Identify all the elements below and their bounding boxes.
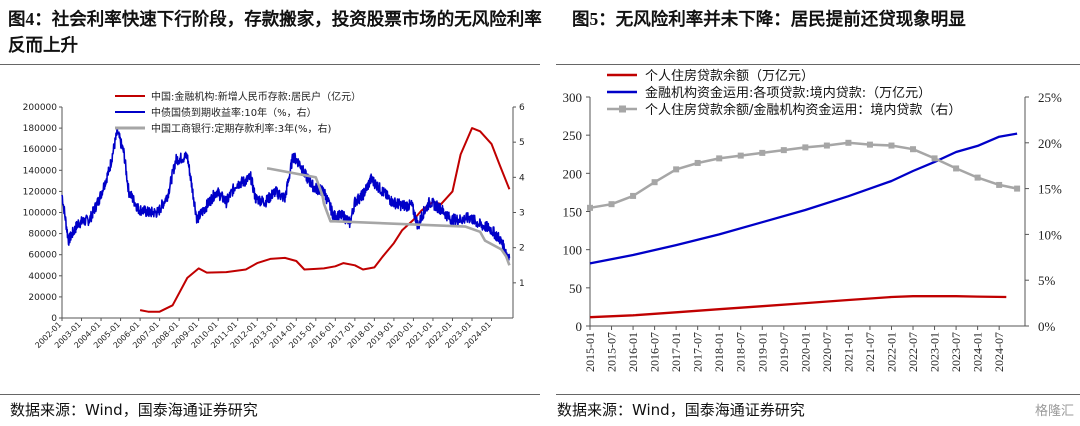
right-legend-label-1: 个人住房贷款余额（万亿元）	[645, 68, 814, 84]
right-data-source: 数据来源：Wind，国泰海通证券研究	[557, 401, 805, 419]
right-chart-x-tick-label: 2020-07	[820, 332, 834, 372]
right-chart-x-tick-label: 2022-07	[906, 332, 920, 372]
left-chart-left-tick-label: 160000	[23, 145, 58, 155]
right-chart-series-3-marker	[974, 174, 981, 181]
right-chart-x-tick-label: 2018-01	[712, 332, 726, 372]
left-data-source: 数据来源：Wind，国泰海通证券研究	[10, 401, 258, 419]
right-legend-label-3: 个人住房贷款余额/金融机构资金运用：境内贷款（右）	[645, 102, 961, 118]
right-chart-left-tick-label: 250	[563, 128, 583, 143]
right-legend-label-2: 金融机构资金运用:各项贷款:境内贷款:（万亿元）	[645, 85, 931, 101]
left-chart-left-tick-label: 0	[51, 314, 57, 324]
right-chart-right-tick-label: 20%	[1038, 136, 1062, 151]
right-chart-series-3-marker	[931, 155, 938, 162]
right-chart-series-3-marker	[802, 144, 809, 151]
right-chart-x-tick-label: 2024-07	[992, 332, 1006, 372]
right-chart-series-3-marker	[651, 179, 658, 186]
left-chart-left-tick-label: 200000	[23, 103, 58, 113]
right-chart-x-tick-label: 2018-07	[734, 332, 748, 372]
left-chart-left-tick-label: 120000	[23, 187, 58, 197]
left-legend-label-3: 中国工商银行:定期存款利率:3年(%，右)	[151, 122, 332, 135]
right-chart-x-tick-label: 2015-07	[605, 332, 619, 372]
left-chart-left-tick-label: 20000	[28, 293, 57, 303]
right-chart-series-3-marker	[587, 204, 593, 211]
right-chart-series-3-marker	[608, 201, 615, 208]
left-chart-left-tick-label: 180000	[23, 124, 58, 134]
right-chart-x-tick-label: 2023-01	[928, 332, 942, 372]
right-chart-series-3-marker	[1014, 185, 1021, 192]
left-figure-label: 图4	[8, 9, 35, 29]
right-chart-series-3-marker	[866, 141, 873, 148]
right-chart-series-3-marker	[759, 149, 766, 156]
right-chart-x-tick-label: 2015-01	[583, 332, 597, 372]
right-top-divider	[556, 64, 1080, 65]
left-chart-right-tick-label: 1	[519, 279, 525, 289]
left-chart-right-tick-label: 2	[519, 244, 525, 254]
right-chart-left-tick-label: 300	[563, 90, 583, 105]
right-chart-left-tick-label: 50	[569, 281, 582, 296]
left-figure-title-text: ：社会利率快速下行阶段，存款搬家，投资股票市场的无风险利率反而上升	[8, 10, 542, 56]
left-chart-left-tick-label: 60000	[28, 251, 57, 261]
right-chart-series-3-marker	[888, 142, 895, 149]
right-chart-series-3-marker	[694, 159, 701, 166]
right-chart-x-tick-label: 2016-07	[648, 332, 662, 372]
left-chart-left-tick-label: 140000	[23, 166, 58, 176]
right-chart-series-3-marker	[780, 147, 787, 154]
right-chart-x-tick-label: 2024-01	[971, 332, 985, 372]
right-chart-x-tick-label: 2017-07	[691, 332, 705, 372]
right-chart-left-tick-label: 100	[563, 243, 583, 258]
right-chart-x-tick-label: 2022-01	[884, 332, 898, 372]
right-chart-right-tick-label: 15%	[1038, 182, 1062, 197]
right-chart-series-3-marker	[953, 165, 960, 172]
right-chart-series-3-marker	[630, 192, 637, 199]
right-chart-right-tick-label: 10%	[1038, 227, 1062, 242]
right-chart-series-3-marker	[737, 152, 744, 159]
left-chart-left-tick-label: 100000	[23, 209, 58, 219]
right-chart-series-line-2	[589, 132, 1018, 265]
left-chart-series-line-3	[267, 167, 511, 266]
right-figure-title-text: ：无风险利率并未下降：居民提前还贷现象明显	[598, 10, 966, 30]
right-chart-right-tick-label: 5%	[1038, 273, 1056, 288]
left-bottom-divider	[0, 394, 540, 395]
right-chart-left-tick-label: 200	[563, 166, 583, 181]
right-chart-x-tick-label: 2021-07	[863, 332, 877, 372]
right-chart-series-3-marker	[845, 139, 852, 146]
right-chart-series-3-marker	[823, 142, 830, 149]
left-chart-right-tick-label: 6	[519, 103, 525, 113]
left-chart-right-tick-label: 4	[519, 173, 525, 183]
right-chart-x-tick-label: 2016-01	[626, 332, 640, 372]
right-chart-x-tick-label: 2019-07	[777, 332, 791, 372]
right-chart-series-3-marker	[910, 146, 917, 153]
watermark-logo: 格隆汇	[1034, 404, 1074, 419]
right-chart-series-3-marker	[673, 166, 680, 173]
left-chart-right-tick-label: 5	[519, 138, 525, 148]
right-bottom-divider	[556, 394, 1080, 395]
left-figure-title: 图4：社会利率快速下行阶段，存款搬家，投资股票市场的无风险利率反而上升	[8, 6, 543, 59]
left-legend-label-1: 中国:金融机构:新增人民币存款:居民户（亿元）	[151, 90, 361, 103]
left-legend-label-2: 中债国债到期收益率:10年（%，右）	[151, 106, 317, 119]
right-chart-right-tick-label: 25%	[1038, 90, 1062, 105]
left-top-divider	[0, 64, 540, 65]
right-chart-x-tick-label: 2021-01	[841, 332, 855, 372]
right-chart-x-tick-label: 2020-01	[798, 332, 812, 372]
right-chart-x-tick-label: 2019-01	[755, 332, 769, 372]
right-chart-right-tick-label: 0%	[1038, 319, 1056, 334]
right-chart-x-tick-label: 2017-01	[669, 332, 683, 372]
left-chart-series-line-2	[61, 126, 511, 263]
right-chart-x-tick-label: 2023-07	[949, 332, 963, 372]
left-chart-series-line-1	[139, 127, 511, 313]
left-chart-left-tick-label: 40000	[28, 272, 57, 282]
left-chart-right-tick-label: 3	[519, 209, 525, 219]
right-chart-series-3-marker	[716, 155, 723, 162]
right-chart-left-tick-label: 150	[563, 205, 583, 220]
right-legend-marker-3	[619, 105, 626, 113]
right-figure-title: 图5：无风险利率并未下降：居民提前还贷现象明显	[572, 6, 1077, 33]
right-chart-left-tick-label: 0	[576, 319, 583, 334]
left-chart-left-tick-label: 80000	[28, 230, 57, 240]
right-chart-series-line-1	[589, 295, 1007, 319]
right-chart-series-3-marker	[996, 181, 1003, 188]
right-figure-label: 图5	[572, 9, 599, 29]
